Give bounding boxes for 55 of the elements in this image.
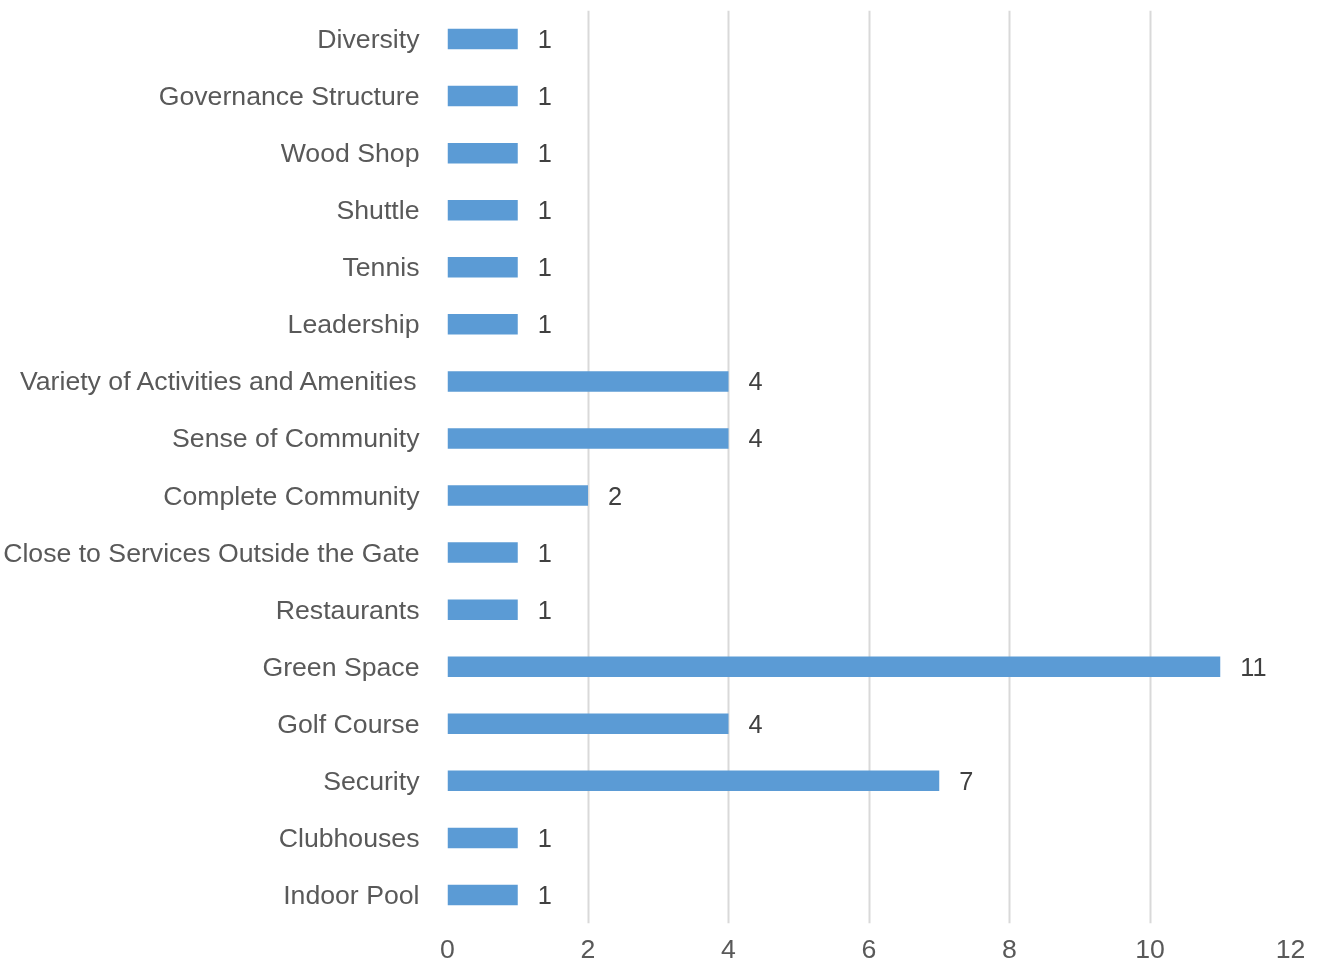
data-label: 4 bbox=[748, 709, 763, 738]
data-label: 1 bbox=[537, 595, 552, 624]
data-label: 1 bbox=[537, 253, 552, 282]
bar bbox=[447, 199, 518, 221]
y-tick-label: Diversity bbox=[317, 24, 421, 55]
y-tick-label: Close to Services Outside the Gate bbox=[3, 537, 420, 568]
data-label: 4 bbox=[748, 367, 763, 396]
y-tick-label: Complete Community bbox=[163, 480, 421, 511]
data-label: 11 bbox=[1240, 652, 1267, 681]
bar bbox=[447, 542, 518, 563]
bar bbox=[447, 428, 729, 449]
bar bbox=[447, 713, 729, 735]
y-tick-label: Sense of Community bbox=[172, 423, 421, 454]
x-tick-label: 6 bbox=[861, 933, 877, 964]
data-label: 1 bbox=[537, 538, 552, 567]
bar bbox=[447, 28, 518, 50]
data-label: 1 bbox=[537, 823, 552, 852]
data-label: 1 bbox=[537, 25, 552, 54]
bar bbox=[447, 371, 729, 392]
bar bbox=[447, 314, 518, 335]
y-tick-label: Tennis bbox=[342, 252, 420, 283]
x-tick-label: 2 bbox=[580, 933, 596, 964]
y-tick-label: Clubhouses bbox=[278, 822, 420, 853]
bar bbox=[447, 770, 940, 792]
x-tick-label: 4 bbox=[721, 933, 737, 964]
bar bbox=[447, 827, 518, 849]
bar bbox=[447, 85, 518, 107]
y-tick-label: Security bbox=[323, 765, 421, 796]
bar bbox=[447, 257, 518, 278]
bar bbox=[447, 599, 518, 620]
bar bbox=[447, 485, 588, 506]
y-tick-label: Indoor Pool bbox=[283, 879, 420, 910]
data-label: 1 bbox=[537, 880, 552, 909]
y-tick-label: Governance Structure bbox=[158, 81, 420, 112]
y-tick-label: Golf Course bbox=[277, 708, 420, 739]
y-tick-label: Green Space bbox=[262, 651, 420, 682]
x-tick-label: 8 bbox=[1002, 933, 1017, 964]
data-label: 2 bbox=[608, 481, 623, 510]
y-tick-label: Shuttle bbox=[336, 195, 420, 226]
bar bbox=[447, 142, 518, 164]
y-tick-label: Wood Shop bbox=[280, 138, 420, 169]
data-label: 4 bbox=[748, 424, 763, 453]
data-label: 7 bbox=[959, 766, 974, 795]
bar bbox=[447, 656, 1221, 677]
data-label: 1 bbox=[537, 139, 552, 168]
bar bbox=[447, 884, 518, 906]
data-label: 1 bbox=[537, 196, 552, 225]
data-label: 1 bbox=[537, 310, 552, 339]
y-tick-label: Variety of Activities and Amenities bbox=[19, 366, 417, 397]
data-label: 1 bbox=[537, 82, 552, 111]
y-tick-label: Leadership bbox=[287, 309, 420, 340]
x-tick-label: 12 bbox=[1275, 933, 1306, 964]
x-tick-label: 10 bbox=[1135, 933, 1165, 964]
y-tick-label: Restaurants bbox=[275, 594, 420, 625]
x-tick-label: 0 bbox=[440, 933, 455, 964]
